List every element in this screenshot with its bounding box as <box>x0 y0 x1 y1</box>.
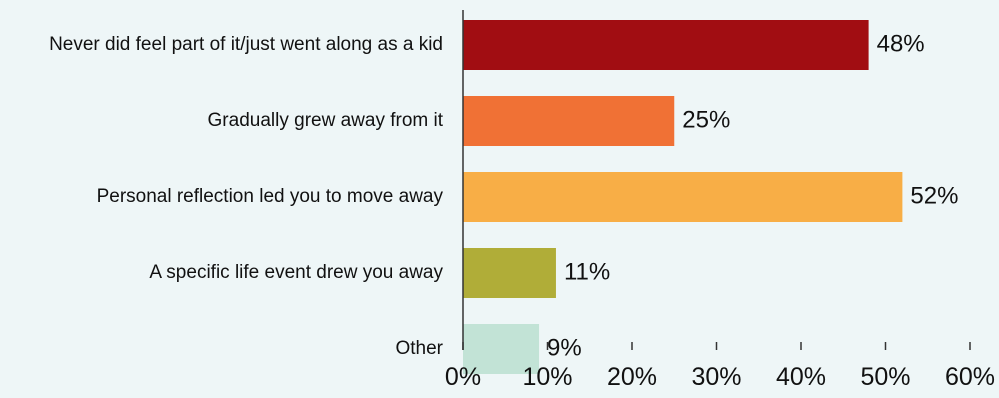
x-tick-label-2: 20% <box>607 363 657 391</box>
category-label-2: Personal reflection led you to move away <box>97 186 444 207</box>
bar-3 <box>463 248 556 298</box>
bar-4 <box>463 324 540 374</box>
bar-0 <box>463 20 869 70</box>
bar-1 <box>463 96 675 146</box>
x-tick-label-1: 10% <box>522 363 572 391</box>
x-tick-label-5: 50% <box>860 363 910 391</box>
category-label-3: A specific life event drew you away <box>149 262 443 283</box>
value-label-3: 11% <box>564 258 610 285</box>
category-label-0: Never did feel part of it/just went alon… <box>49 34 443 55</box>
value-label-0: 48% <box>877 30 925 57</box>
bar-2 <box>463 172 903 222</box>
x-tick-label-6: 60% <box>945 363 995 391</box>
x-tick-label-3: 30% <box>691 363 741 391</box>
category-label-1: Gradually grew away from it <box>208 110 444 131</box>
category-label-4: Other <box>395 338 443 359</box>
x-tick-label-4: 40% <box>776 363 826 391</box>
value-label-4: 9% <box>547 334 582 361</box>
value-label-2: 52% <box>910 182 958 209</box>
value-label-1: 25% <box>682 106 730 133</box>
x-tick-label-0: 0% <box>445 363 481 391</box>
